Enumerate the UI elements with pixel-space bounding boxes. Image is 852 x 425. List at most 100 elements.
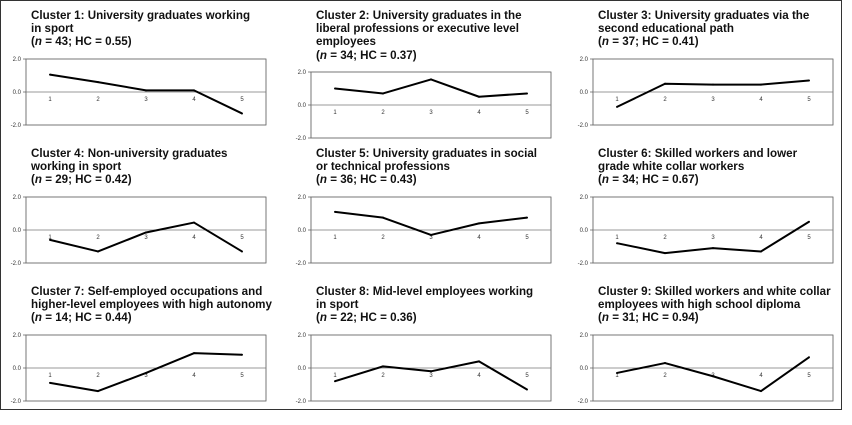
x-tick-label: 4 xyxy=(759,97,763,103)
data-point xyxy=(193,351,195,354)
y-tick-label: -2.0 xyxy=(11,261,22,267)
hc-value: 0.94 xyxy=(672,311,695,325)
y-tick-label: 0.0 xyxy=(298,103,307,109)
y-tick-label: 0.0 xyxy=(580,90,589,96)
data-point xyxy=(241,250,243,253)
x-tick-label: 3 xyxy=(429,373,433,379)
x-tick-label: 2 xyxy=(381,110,385,116)
x-tick-label: 2 xyxy=(96,373,100,379)
data-point xyxy=(664,82,666,85)
panel-title: Cluster 3: University graduates via the s… xyxy=(598,9,852,49)
data-point xyxy=(334,379,336,382)
data-point xyxy=(712,83,714,86)
x-tick-label: 2 xyxy=(663,373,667,379)
data-point xyxy=(760,250,762,253)
title-line: Cluster 6: Skilled workers and lower xyxy=(598,147,798,160)
hc-value: 0.36 xyxy=(390,311,413,325)
x-tick-label: 1 xyxy=(333,235,337,241)
y-tick-label: -2.0 xyxy=(296,399,307,405)
hc-value: 0.44 xyxy=(105,311,128,325)
series-line xyxy=(334,78,528,98)
x-tick-label: 1 xyxy=(48,97,52,103)
stats-line: (n = 22; HC = 0.36) xyxy=(316,311,417,325)
title-line: employees xyxy=(316,35,376,49)
data-point xyxy=(193,88,195,91)
figure-frame: Cluster 1: University graduates working i… xyxy=(0,0,842,410)
data-point xyxy=(664,361,666,364)
stats-line: (n = 14; HC = 0.44) xyxy=(31,311,132,325)
stats-line: (n = 37; HC = 0.41) xyxy=(598,35,699,49)
stats-line: (n = 31; HC = 0.94) xyxy=(598,311,699,325)
cluster-panel-3: Cluster 3: University graduates via the s… xyxy=(573,9,843,147)
title-line: Cluster 2: University graduates in the xyxy=(316,9,522,22)
data-point xyxy=(430,369,432,372)
data-point xyxy=(241,112,243,115)
x-tick-label: 4 xyxy=(192,97,196,103)
data-point xyxy=(97,80,99,83)
data-point xyxy=(49,381,51,384)
panel-title: Cluster 7: Self-employed occupations and… xyxy=(31,285,296,325)
data-point xyxy=(478,359,480,362)
data-point xyxy=(712,246,714,249)
stats-line: (n = 34; HC = 0.37) xyxy=(316,48,417,62)
data-point xyxy=(616,105,618,108)
x-tick-label: 1 xyxy=(48,235,52,241)
n-value: 43 xyxy=(55,35,69,49)
y-tick-label: -2.0 xyxy=(11,399,22,405)
panel-title: Cluster 9: Skilled workers and white col… xyxy=(598,285,852,325)
title-line: Cluster 7: Self-employed occupations and xyxy=(31,285,263,298)
data-point xyxy=(526,216,528,219)
x-tick-label: 5 xyxy=(525,373,529,379)
y-tick-label: 0.0 xyxy=(580,366,589,372)
x-tick-label: 5 xyxy=(525,235,529,241)
y-tick-label: 2.0 xyxy=(298,333,307,339)
x-tick-label: 3 xyxy=(144,373,148,379)
data-point xyxy=(712,374,714,377)
x-tick-label: 5 xyxy=(240,97,244,103)
n-value: 29 xyxy=(55,173,69,187)
data-point xyxy=(49,238,51,241)
data-point xyxy=(616,241,618,244)
cluster-panel-2: Cluster 2: University graduates in the li… xyxy=(291,9,561,147)
data-point xyxy=(478,95,480,98)
n-value: 22 xyxy=(340,311,354,325)
y-tick-label: -2.0 xyxy=(578,399,589,405)
y-tick-label: 0.0 xyxy=(298,366,307,372)
data-point xyxy=(760,83,762,86)
y-tick-label: 2.0 xyxy=(580,195,589,201)
x-tick-label: 2 xyxy=(663,235,667,241)
y-tick-label: 0.0 xyxy=(298,228,307,234)
n-value: 31 xyxy=(622,311,636,325)
x-tick-label: 1 xyxy=(615,97,619,103)
cluster-panel-1: Cluster 1: University graduates working i… xyxy=(6,9,276,147)
x-tick-label: 1 xyxy=(333,373,337,379)
data-point xyxy=(526,92,528,95)
data-point xyxy=(382,216,384,219)
hc-value: 0.67 xyxy=(672,173,695,187)
panel-title: Cluster 6: Skilled workers and lower grad… xyxy=(598,147,852,187)
x-tick-label: 3 xyxy=(144,235,148,241)
x-tick-label: 4 xyxy=(477,110,481,116)
data-point xyxy=(808,79,810,82)
data-point xyxy=(478,221,480,224)
data-point xyxy=(97,250,99,253)
title-line: Cluster 4: Non-university graduates xyxy=(31,147,228,160)
x-tick-label: 3 xyxy=(711,97,715,103)
y-tick-label: 2.0 xyxy=(580,333,589,339)
x-tick-label: 4 xyxy=(477,235,481,241)
y-tick-label: 2.0 xyxy=(580,57,589,63)
hc-value: 0.43 xyxy=(390,173,413,187)
panel-title: Cluster 4: Non-university graduates worki… xyxy=(31,147,296,187)
n-value: 37 xyxy=(622,35,636,49)
data-point xyxy=(97,389,99,392)
title-line: grade white collar workers xyxy=(598,160,745,174)
x-tick-label: 1 xyxy=(333,110,337,116)
series-line xyxy=(334,210,528,236)
y-tick-label: 2.0 xyxy=(13,333,22,339)
y-tick-label: 0.0 xyxy=(13,228,22,234)
panel-title: Cluster 1: University graduates working i… xyxy=(31,9,296,49)
